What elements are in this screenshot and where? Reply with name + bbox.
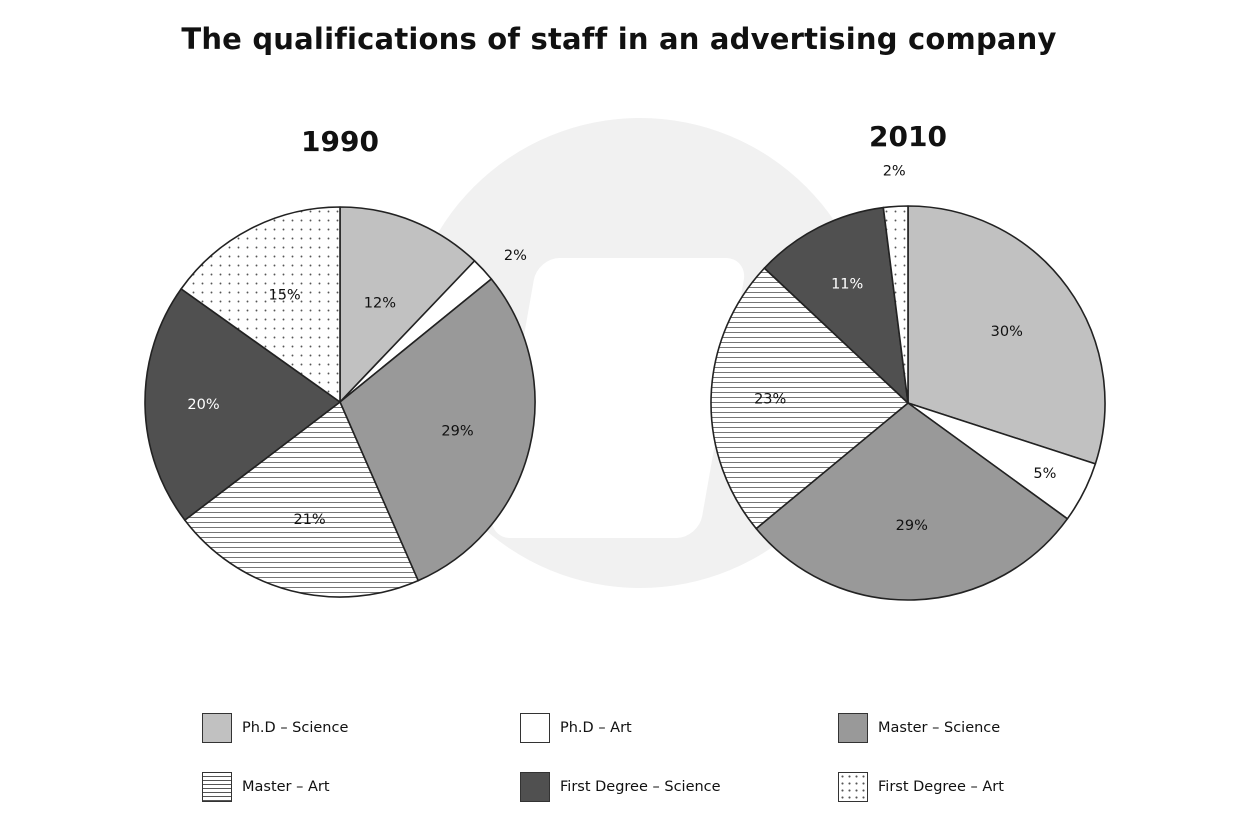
pie-slice-ph-d-science xyxy=(907,205,1106,465)
pie-1990-slices xyxy=(144,206,536,598)
legend-swatch-phd-art xyxy=(520,713,550,743)
pie-slice-first-degree-science xyxy=(763,206,909,404)
slice-label-first-degree-science: 20% xyxy=(187,397,219,413)
slice-label-first-degree-art: 2% xyxy=(883,163,906,179)
slice-label-ph-d-art: 5% xyxy=(1033,466,1056,482)
legend-label: First Degree – Art xyxy=(878,779,1004,795)
pie-title-1990: 1990 xyxy=(301,125,379,158)
legend-swatch-phd-science xyxy=(202,713,232,743)
legend-item-master-art: Master – Art xyxy=(202,770,330,804)
slice-label-first-degree-art: 15% xyxy=(268,288,300,304)
legend-item-first-degree-science: First Degree – Science xyxy=(520,770,721,804)
slice-label-first-degree-science: 11% xyxy=(831,277,863,293)
legend-swatch-master-art xyxy=(202,772,232,802)
legend-label: Master – Art xyxy=(242,779,330,795)
pie-2010-slices xyxy=(710,205,1106,601)
pie-charts: 1990 12% 2% 29% 21% 20% 15% 2010 30% 5% 29% 23% 1… xyxy=(144,120,1106,601)
slice-label-ph-d-science: 12% xyxy=(364,295,396,311)
pie-title-2010: 2010 xyxy=(869,120,947,153)
slice-label-master-art: 21% xyxy=(293,512,325,528)
pie-1990: 1990 12% 2% 29% 21% 20% 15% xyxy=(144,125,536,598)
legend-item-first-degree-art: First Degree – Art xyxy=(838,770,1004,804)
legend-swatch-first-degree-art xyxy=(838,772,868,802)
legend-item-phd-science: Ph.D – Science xyxy=(202,711,348,745)
legend-swatch-first-degree-science xyxy=(520,772,550,802)
pie-slice-first-degree-art xyxy=(180,206,341,403)
pie-slice-master-art xyxy=(710,267,909,530)
pie-1990-labels: 12% 2% 29% 21% 20% 15% xyxy=(187,248,527,528)
pie-2010: 2010 30% 5% 29% 23% 11% 2% xyxy=(710,120,1106,601)
pie-slice-first-degree-art xyxy=(882,205,909,404)
legend-item-master-science: Master – Science xyxy=(838,711,1000,745)
legend-label: First Degree – Science xyxy=(560,779,721,795)
slice-label-master-science: 29% xyxy=(441,424,473,440)
legend-item-phd-art: Ph.D – Art xyxy=(520,711,632,745)
chart-title: The qualifications of staff in an advert… xyxy=(181,22,1057,56)
pie-slice-master-science xyxy=(339,278,536,582)
pie-2010-labels: 30% 5% 29% 23% 11% 2% xyxy=(754,163,1056,534)
slice-label-ph-d-science: 30% xyxy=(991,324,1023,340)
pie-slice-first-degree-science xyxy=(144,288,341,521)
legend-label: Ph.D – Science xyxy=(242,720,349,736)
pie-slice-ph-d-science xyxy=(339,206,476,403)
legend-label: Ph.D – Art xyxy=(560,720,632,736)
legend-swatch-master-science xyxy=(838,713,868,743)
slice-label-master-science: 29% xyxy=(896,518,928,534)
slice-label-master-art: 23% xyxy=(754,392,786,408)
slice-label-ph-d-art: 2% xyxy=(504,248,527,264)
legend-label: Master – Science xyxy=(878,720,1001,736)
pie-slice-master-science xyxy=(755,402,1069,601)
pie-slice-master-art xyxy=(184,401,419,598)
